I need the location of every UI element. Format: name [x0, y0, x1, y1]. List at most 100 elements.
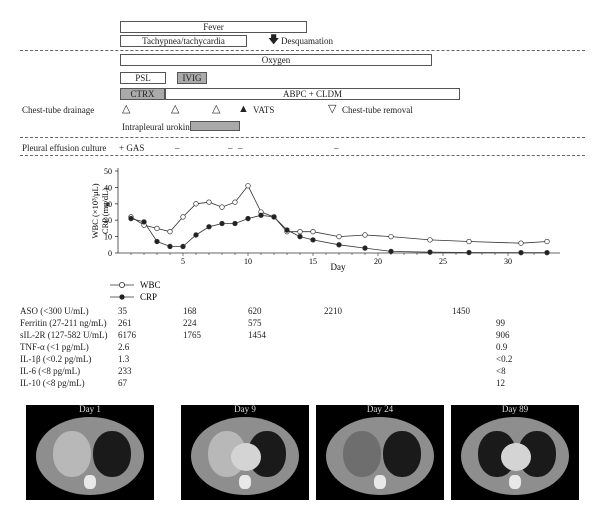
lab-value: 575 [248, 318, 262, 328]
ct-scan-label: Day 89 [501, 405, 529, 414]
data-point-wbc [180, 214, 186, 220]
ct-right-lung [343, 431, 381, 477]
legend-wbc-label: WBC [140, 280, 161, 290]
lab-value: 2210 [324, 306, 342, 316]
ct-spine [374, 475, 386, 489]
divider-2 [20, 137, 585, 138]
ct-left-lung [383, 431, 421, 477]
data-point-crp [284, 227, 290, 233]
y-axis-label-line2: CRP (mg/dL) [100, 188, 110, 234]
ctrx-label: CTRX [130, 89, 155, 99]
ct-spine [239, 475, 251, 489]
lab-value: 261 [118, 318, 132, 328]
ivig-label: IVIG [182, 73, 202, 83]
y-tick-label: 10 [104, 233, 112, 242]
x-tick-label: 20 [374, 257, 382, 266]
lab-value: 6176 [118, 330, 136, 340]
ct-left-lung [93, 431, 131, 477]
data-point-crp [180, 243, 186, 250]
data-point-crp [232, 220, 238, 227]
ct-scan-label: Day 1 [79, 405, 101, 414]
legend-wbc-marker [118, 282, 125, 288]
lab-value: 1765 [183, 330, 201, 340]
chest-tube-removal-label: Chest-tube removal [342, 105, 413, 115]
vats-filled-triangle-icon: ▲ [238, 103, 249, 115]
series-line-wbc [130, 185, 548, 244]
data-point-wbc [544, 238, 550, 245]
y-tick-label: 20 [104, 216, 112, 225]
culture-result: + GAS [119, 143, 145, 153]
data-point-wbc [362, 232, 368, 238]
lab-value: 12 [496, 378, 505, 388]
fever-bar: Fever [120, 21, 307, 33]
culture-result: – [175, 143, 180, 153]
oxygen-bar: Oxygen [120, 54, 432, 66]
culture-result: – [228, 143, 233, 153]
ct-spine [84, 475, 96, 489]
vats-label: VATS [253, 105, 275, 115]
data-point-crp [336, 242, 342, 248]
data-point-crp [258, 212, 264, 218]
y-tick-label: 40 [104, 183, 112, 192]
data-point-crp [154, 238, 160, 245]
removal-down-triangle-icon: ▽ [328, 103, 337, 115]
data-point-crp [206, 224, 212, 230]
legend-crp-label: CRP [140, 292, 157, 302]
wbc-crp-chart: 0 10 20 30 40 50 5 10 15 20 25 30 WBC (×10³/μL) CRP… [90, 167, 560, 272]
lab-value: 35 [118, 306, 127, 316]
lab-value: 0.9 [496, 342, 508, 352]
data-point-crp [167, 243, 173, 250]
lab-row-1-name: Ferritin (27-211 ng/mL) [20, 318, 107, 328]
data-point-crp [518, 250, 524, 256]
series-line-crp [130, 214, 547, 254]
data-point-wbc [232, 199, 238, 205]
y-axis-label-line1: WBC (×10³/μL) [90, 183, 100, 238]
psl-label: PSL [135, 73, 151, 83]
ctrx-bar: CTRX [120, 88, 165, 100]
y-tick-label: 50 [104, 167, 112, 176]
data-point-wbc [388, 233, 394, 240]
lab-value: 906 [496, 330, 510, 340]
fever-label: Fever [203, 22, 224, 32]
x-tick-label: 15 [309, 257, 317, 266]
ct-scan-day-9: Day 9 [181, 405, 309, 500]
data-point-crp [193, 232, 199, 238]
desquamation-arrow-icon: 🡇 [268, 34, 280, 46]
data-point-crp [388, 248, 394, 255]
ivig-bar: IVIG [177, 72, 207, 84]
desquamation-label: Desquamation [281, 36, 333, 46]
ct-scan-day-1: Day 1 [26, 405, 154, 500]
lab-value: 2.6 [118, 342, 130, 352]
x-tick-label: 30 [504, 257, 512, 266]
data-point-crp [310, 237, 316, 243]
lab-value: <0.2 [496, 354, 513, 364]
lab-row-5-name: IL-6 (<8 pg/mL) [20, 366, 81, 376]
lab-value: 99 [496, 318, 505, 328]
data-point-crp [219, 220, 225, 227]
data-point-wbc [245, 183, 251, 189]
chest-tube-label: Chest-tube drainage [22, 105, 95, 115]
ct-heart [501, 443, 531, 471]
data-point-crp [128, 215, 134, 222]
data-point-wbc [167, 229, 173, 235]
data-point-wbc [427, 237, 433, 243]
data-point-crp [427, 249, 433, 255]
psl-bar: PSL [120, 72, 166, 84]
drainage-open-triangle-icon: △ [122, 103, 131, 115]
urokinase-bar [190, 121, 240, 131]
divider-1 [20, 50, 585, 51]
urokinase-label: Intrapleural urokinase [122, 122, 202, 132]
lab-value: 1450 [452, 306, 470, 316]
ct-heart [231, 443, 261, 471]
data-point-wbc [154, 225, 160, 232]
x-tick-label: 25 [439, 257, 447, 266]
lab-value: 1454 [248, 330, 266, 340]
ct-scan-label: Day 9 [234, 405, 256, 414]
divider-3 [20, 155, 585, 156]
data-point-wbc [297, 229, 303, 235]
drainage-open-triangle-icon: △ [171, 103, 180, 115]
culture-result: – [238, 143, 243, 153]
x-axis-label: Day [331, 262, 346, 272]
abpc-label: ABPC + CLDM [282, 89, 343, 99]
lab-row-6-name: IL-10 (<8 pg/mL) [20, 378, 85, 388]
